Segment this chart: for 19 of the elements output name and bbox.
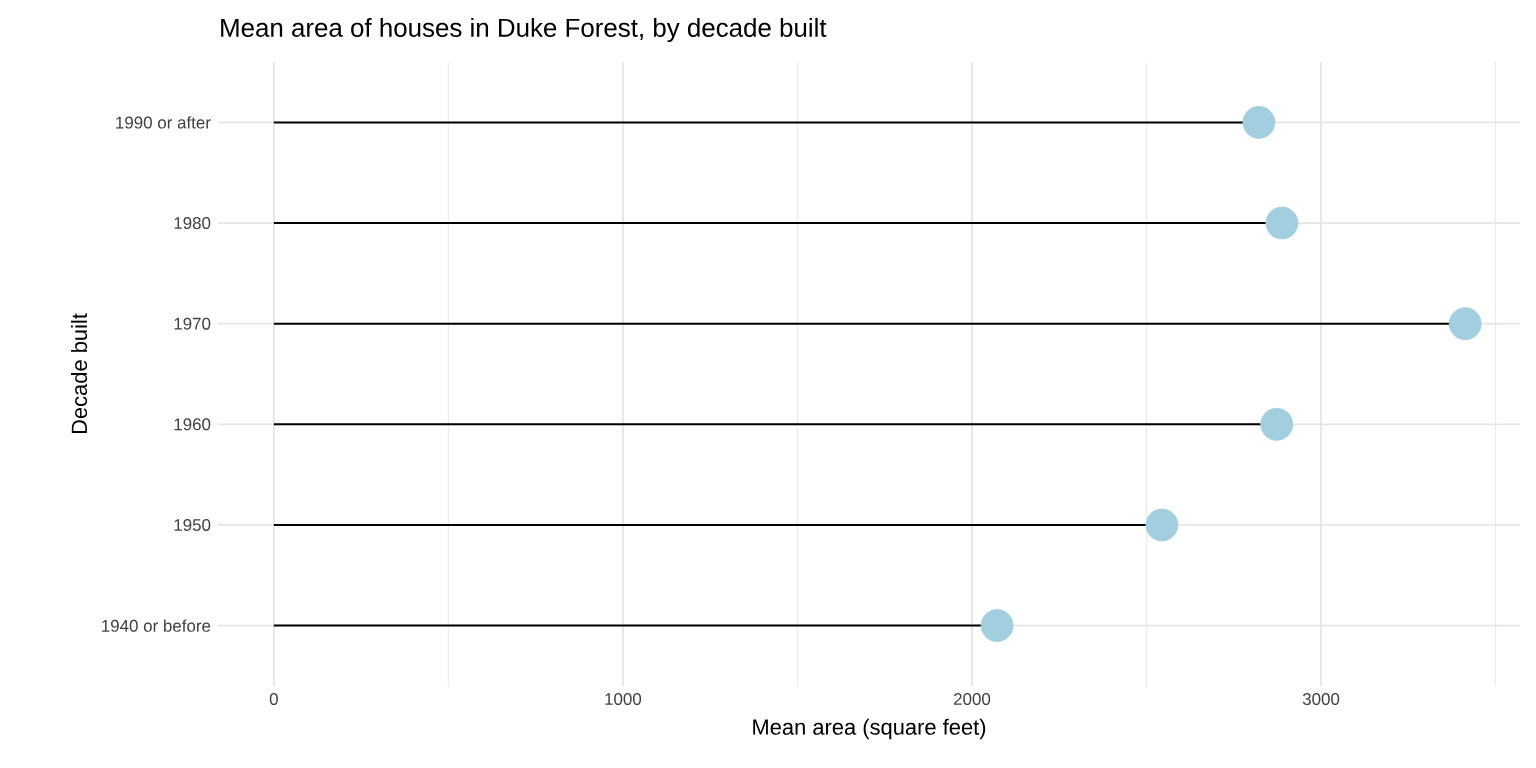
y-tick-label: 1950: [174, 518, 211, 531]
y-tick-label: 1980: [174, 217, 211, 230]
x-tick-label: 0: [269, 693, 278, 706]
point: [1265, 206, 1299, 240]
point: [1242, 105, 1276, 139]
y-tick-label: 1970: [174, 317, 211, 330]
point: [1260, 407, 1294, 441]
point: [980, 609, 1014, 643]
chart-title: Mean area of houses in Duke Forest, by decade built: [221, 17, 827, 43]
point: [1448, 307, 1482, 341]
point: [1145, 508, 1179, 542]
x-tick-label: 3000: [1302, 693, 1340, 706]
x-axis-title: Mean area (square feet): [753, 718, 986, 740]
x-tick-label: 1000: [605, 693, 642, 706]
y-tick-label: 1990 or after: [116, 116, 211, 129]
y-tick-label: 1960: [174, 418, 211, 431]
y-tick-label: 1940 or before: [102, 619, 211, 632]
y-axis-title: Decade built: [71, 313, 88, 434]
x-tick-label: 2000: [953, 693, 991, 706]
